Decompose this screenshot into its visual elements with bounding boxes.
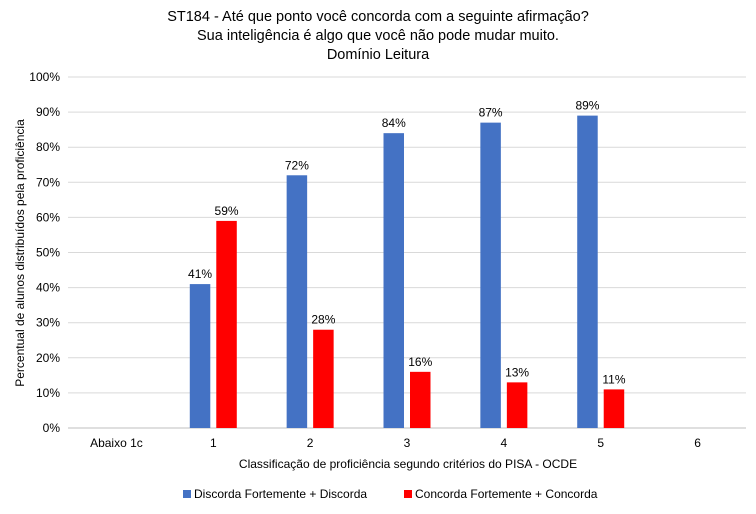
y-tick-label: 60% — [36, 210, 60, 224]
legend-swatch-series-2 — [404, 490, 412, 498]
data-label: 87% — [479, 106, 503, 120]
bar-series-2 — [410, 371, 431, 428]
data-label: 41% — [188, 267, 212, 281]
legend-label-series-2: Concorda Fortemente + Concorda — [415, 487, 598, 501]
bar-series-1 — [189, 284, 211, 428]
x-tick-label: 1 — [210, 436, 217, 450]
data-label: 72% — [285, 158, 309, 172]
y-tick-label: 40% — [36, 281, 60, 295]
data-label: 13% — [505, 365, 529, 379]
x-tick-label: 4 — [501, 436, 508, 450]
bar-series-1 — [286, 175, 308, 428]
bar-series-2 — [506, 382, 528, 428]
x-tick-label: 6 — [694, 436, 701, 450]
bar-series-2 — [603, 389, 625, 428]
bars — [189, 115, 625, 429]
chart-title-line-2: Sua inteligência é algo que você não pod… — [197, 28, 559, 44]
x-tick-label: 3 — [404, 436, 411, 450]
y-axis-ticks: 0% 10% 20% 30% 40% 50% 60% 70% 80% 90% 100% — [29, 70, 60, 435]
data-label: 28% — [311, 313, 335, 327]
bar-series-2 — [216, 220, 237, 428]
y-tick-label: 90% — [36, 105, 60, 119]
x-tick-label: 5 — [597, 436, 604, 450]
bar-series-1 — [577, 115, 598, 429]
data-label: 89% — [575, 99, 599, 113]
y-tick-label: 30% — [36, 316, 60, 330]
chart-title-line-3: Domínio Leitura — [327, 47, 430, 63]
legend-swatch-series-1 — [183, 490, 191, 498]
data-label: 16% — [408, 355, 432, 369]
x-tick-label: 2 — [307, 436, 314, 450]
y-tick-label: 100% — [29, 70, 60, 84]
y-tick-label: 50% — [36, 246, 60, 260]
data-label: 59% — [215, 204, 239, 218]
y-tick-label: 0% — [43, 421, 61, 435]
legend: Discorda Fortemente + Discorda Concorda … — [183, 487, 598, 501]
data-label: 84% — [382, 116, 406, 130]
chart-title-line-1: ST184 - Até que ponto você concorda com … — [167, 9, 589, 25]
bar-series-2 — [313, 329, 334, 428]
gridlines — [68, 76, 746, 429]
data-labels: 41% 72% 84% 87% 89% 59% 28% 16% 13% 11% — [188, 99, 626, 387]
legend-label-series-1: Discorda Fortemente + Discorda — [194, 487, 367, 501]
y-tick-label: 80% — [36, 140, 60, 154]
y-tick-label: 20% — [36, 351, 60, 365]
x-axis-ticks: Abaixo 1c 1 2 3 4 5 6 — [90, 436, 701, 450]
bar-series-1 — [480, 122, 501, 428]
y-axis-label: Percentual de alunos distribuídos pela p… — [13, 119, 27, 387]
data-label: 11% — [602, 372, 625, 386]
bar-series-1 — [383, 133, 404, 428]
x-axis-label: Classificação de proficiência segundo cr… — [239, 457, 577, 471]
y-tick-label: 10% — [36, 386, 60, 400]
y-tick-label: 70% — [36, 175, 60, 189]
x-tick-label: Abaixo 1c — [90, 436, 143, 450]
chart-title: ST184 - Até que ponto você concorda com … — [167, 9, 589, 63]
